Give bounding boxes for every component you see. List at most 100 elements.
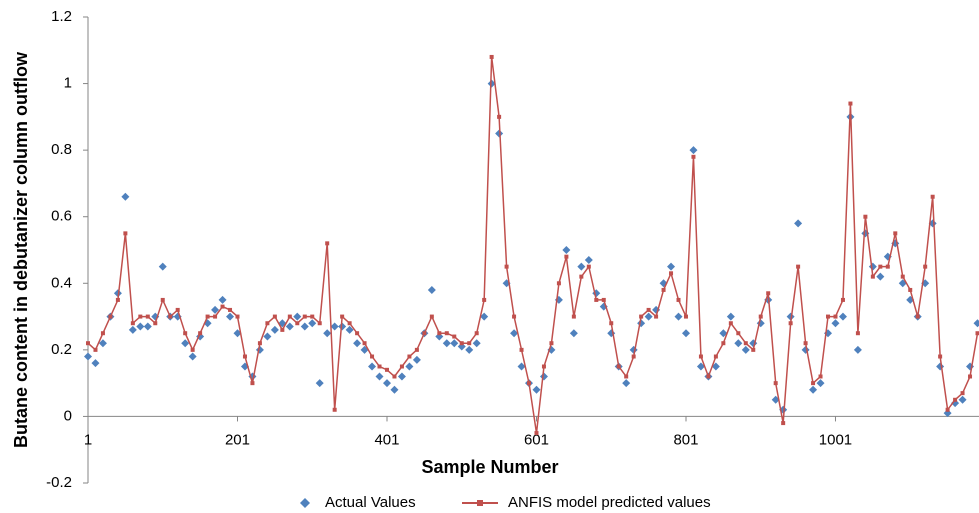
line-marker <box>870 274 875 279</box>
data-point <box>84 352 92 361</box>
x-tick-label: 1 <box>84 431 92 448</box>
data-point <box>91 359 100 368</box>
data-point <box>838 312 847 321</box>
data-point <box>390 385 399 394</box>
x-tick-label: 801 <box>673 431 698 448</box>
line-marker <box>833 314 838 319</box>
line-marker <box>571 314 576 319</box>
data-point <box>211 305 220 314</box>
data-point <box>734 339 743 348</box>
line-marker <box>796 264 801 269</box>
line-marker <box>384 367 389 372</box>
legend-label: ANFIS model predicted values <box>508 494 711 511</box>
line-marker <box>654 314 659 319</box>
data-point <box>98 339 107 348</box>
line-marker <box>108 314 113 319</box>
line-marker <box>168 314 173 319</box>
line-marker <box>676 297 681 302</box>
data-point <box>562 246 571 254</box>
line-marker <box>362 341 367 346</box>
line-marker <box>355 331 360 336</box>
line-marker <box>115 297 120 302</box>
line-marker <box>272 314 277 319</box>
data-point <box>181 339 190 348</box>
line-marker <box>743 341 748 346</box>
line-marker <box>556 281 561 286</box>
line-marker <box>541 364 546 369</box>
line-marker <box>960 391 965 396</box>
line-marker <box>422 331 427 336</box>
data-point <box>330 322 339 331</box>
line-marker <box>721 341 726 346</box>
line-marker <box>915 314 920 319</box>
line-marker <box>908 287 913 292</box>
line-marker <box>579 274 584 279</box>
line-marker <box>160 297 165 302</box>
data-point <box>853 345 862 354</box>
data-point <box>450 339 459 348</box>
x-tick-label: 401 <box>374 431 399 448</box>
line-marker <box>205 314 210 319</box>
line-marker <box>758 314 763 319</box>
data-point <box>375 372 384 381</box>
data-point <box>711 362 720 371</box>
line-marker <box>340 314 345 319</box>
data-point <box>218 295 227 304</box>
data-point <box>569 329 578 338</box>
line-marker <box>669 271 674 276</box>
x-tick-label: 1001 <box>819 431 852 448</box>
line-marker <box>414 347 419 352</box>
data-point <box>382 379 391 388</box>
data-point <box>323 329 332 338</box>
line-marker <box>347 321 352 326</box>
data-point <box>188 352 197 361</box>
line-marker <box>728 321 733 326</box>
line-marker <box>220 304 225 309</box>
y-axis-title: Butane content in debutanizer column out… <box>11 51 31 448</box>
line-marker <box>519 347 524 352</box>
line-marker <box>93 347 98 352</box>
data-point <box>442 339 451 348</box>
data-point <box>726 312 735 321</box>
line-marker <box>773 381 778 386</box>
line-marker <box>123 231 128 236</box>
line-marker <box>713 354 718 359</box>
data-point <box>368 362 377 371</box>
line-marker <box>818 374 823 379</box>
line-marker <box>900 274 905 279</box>
data-point <box>868 262 877 271</box>
data-point <box>674 312 683 321</box>
line-marker <box>601 297 606 302</box>
data-point <box>300 322 309 331</box>
data-point <box>353 339 362 348</box>
line-marker <box>564 254 569 259</box>
line-marker <box>138 314 143 319</box>
line-marker <box>100 331 105 336</box>
line-marker <box>631 354 636 359</box>
line-marker <box>549 341 554 346</box>
y-tick-label: 0 <box>64 407 72 424</box>
data-point <box>397 372 406 381</box>
line-marker <box>452 334 457 339</box>
y-tick-label: 1.2 <box>51 8 72 25</box>
y-tick-label: 1 <box>64 75 72 92</box>
line-marker <box>370 354 375 359</box>
y-tick-label: -0.2 <box>46 474 72 491</box>
line-marker <box>474 331 479 336</box>
line-marker <box>766 291 771 296</box>
legend-marker <box>477 500 483 506</box>
line-marker <box>534 431 539 436</box>
line-marker <box>399 364 404 369</box>
data-point <box>816 379 825 388</box>
line-marker <box>317 321 322 326</box>
line-marker <box>332 407 337 412</box>
y-tick-label: 0.4 <box>51 274 72 291</box>
x-axis-title: Sample Number <box>421 457 558 477</box>
line-marker <box>968 374 973 379</box>
data-point <box>412 355 421 364</box>
line-marker <box>302 314 307 319</box>
line-marker <box>848 101 853 106</box>
line-marker <box>280 327 285 332</box>
line-marker <box>751 347 756 352</box>
